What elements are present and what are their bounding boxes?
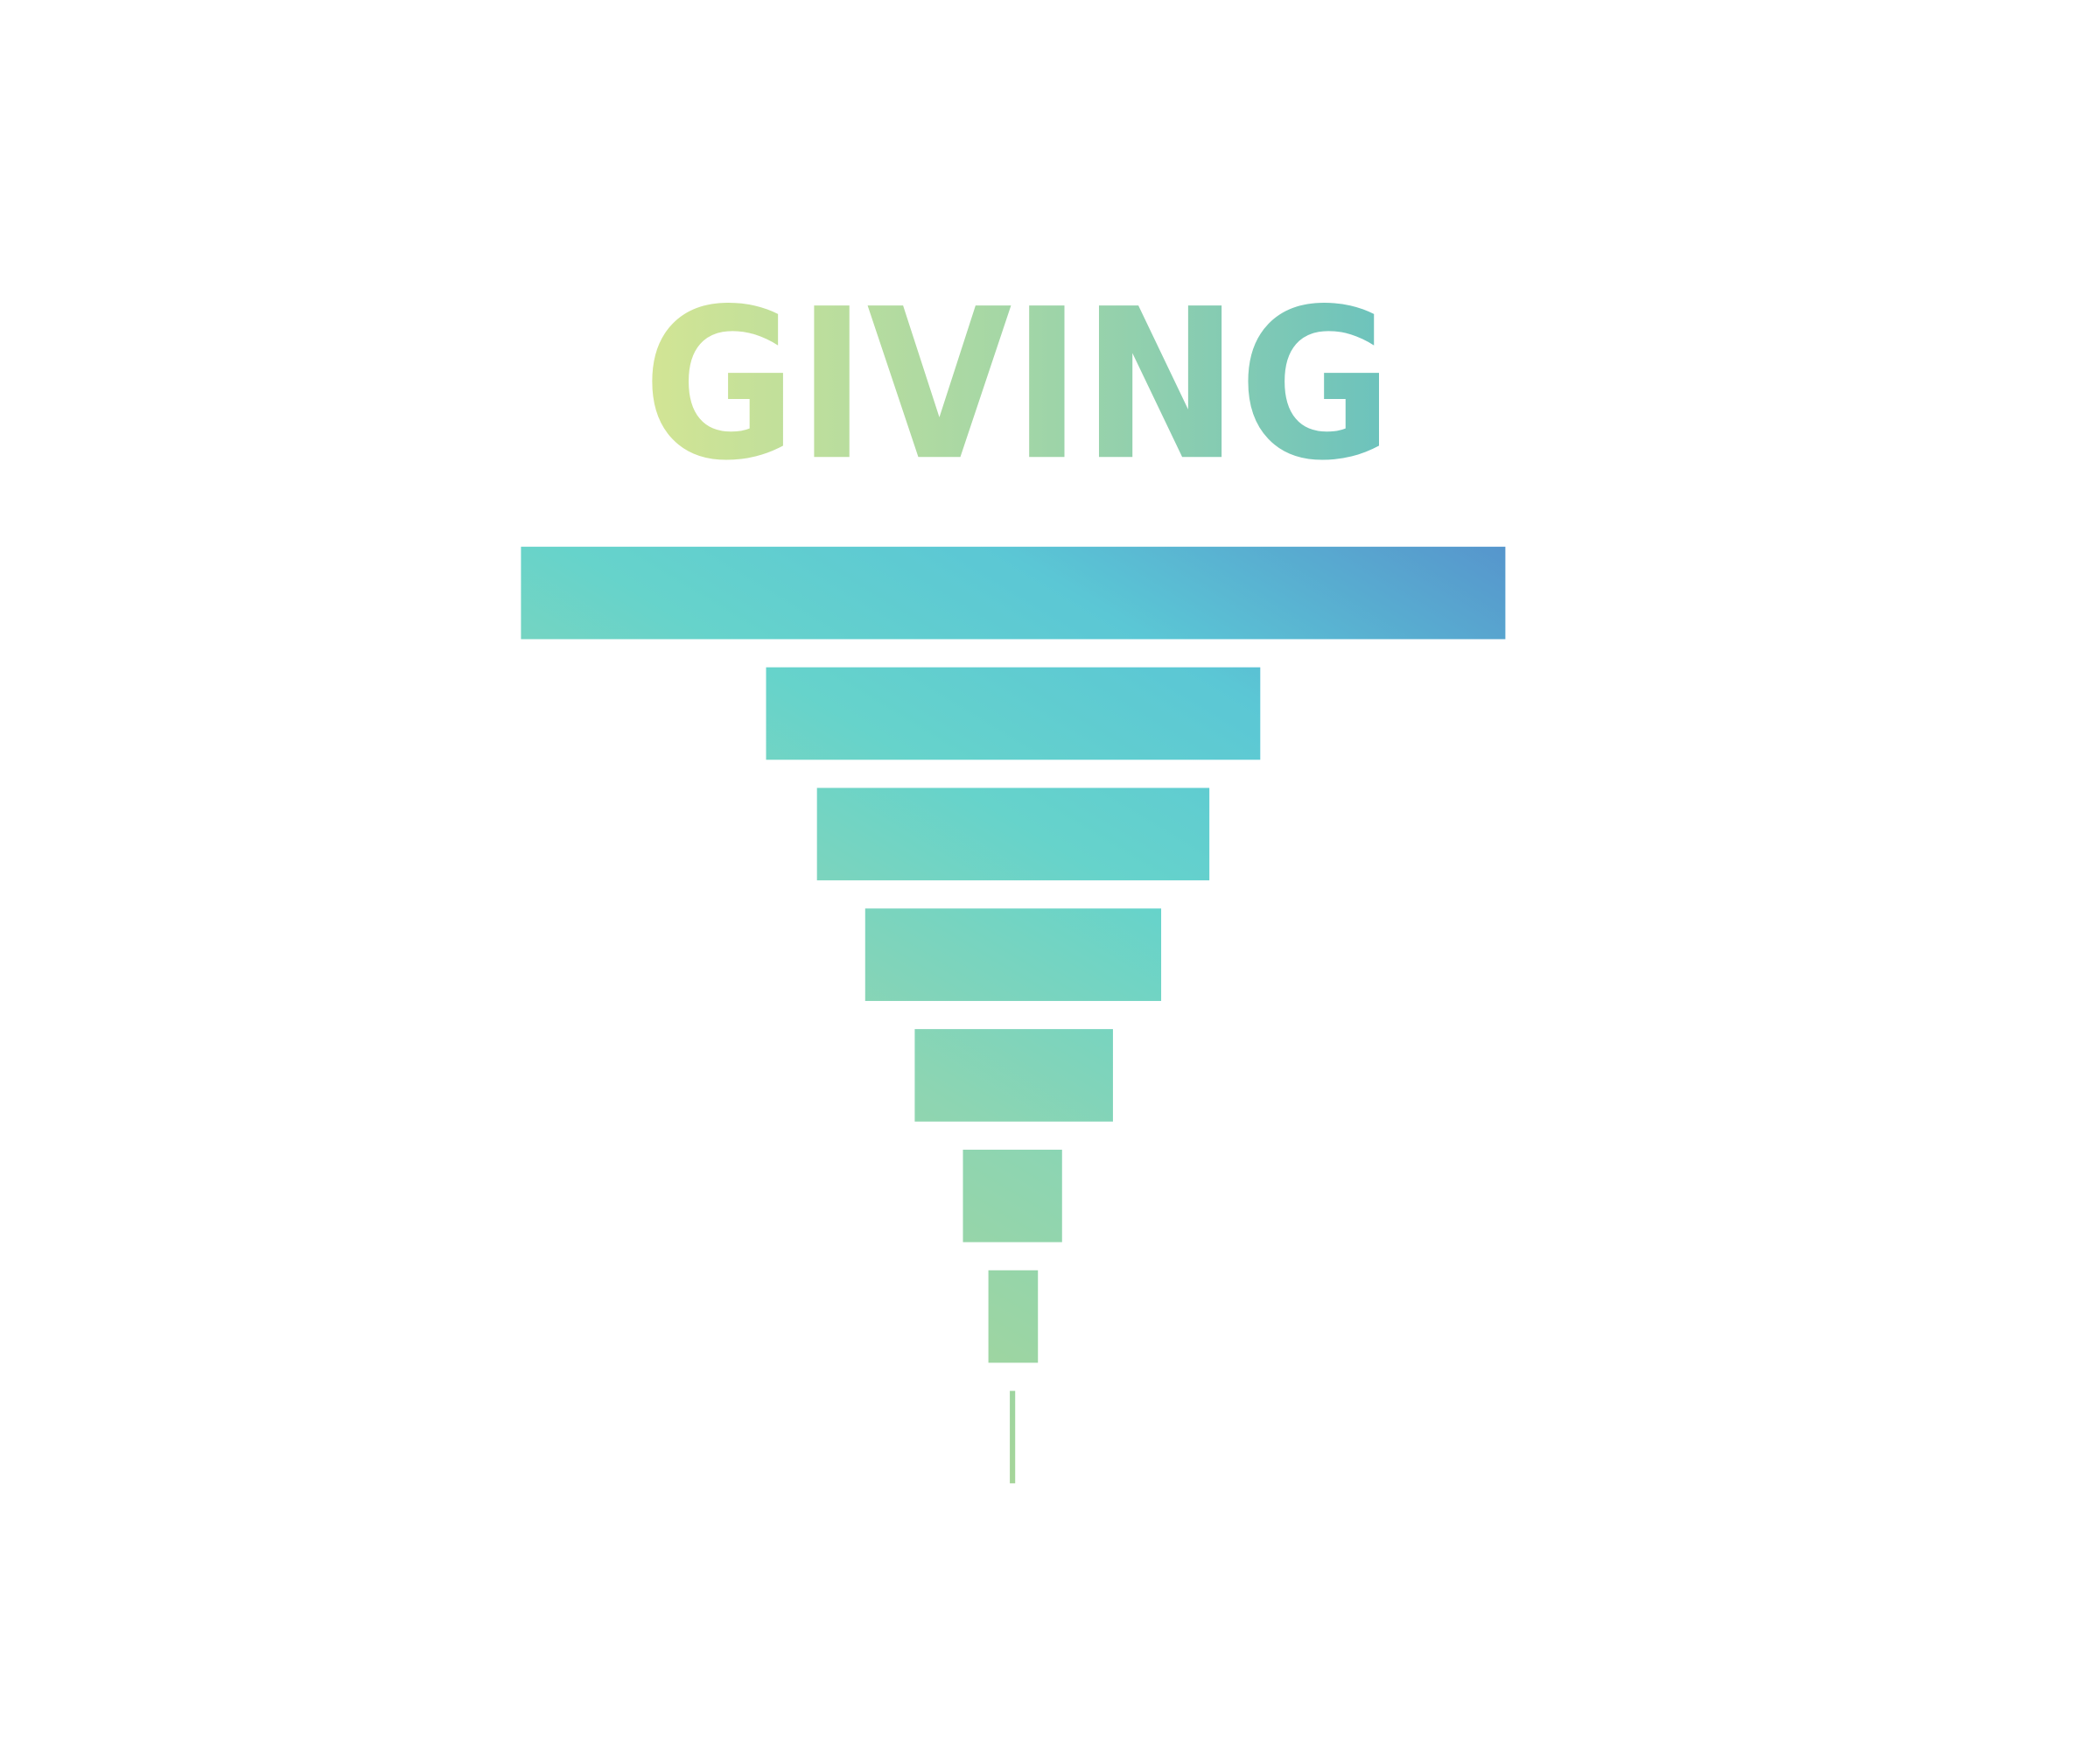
funnel-bar — [1010, 1390, 1016, 1484]
funnel-bar — [766, 667, 1261, 760]
funnel — [521, 546, 1506, 1484]
funnel-bar — [816, 788, 1210, 881]
title: GIVING — [643, 264, 1393, 506]
funnel-bar — [521, 546, 1506, 640]
funnel-bar — [914, 1029, 1113, 1122]
funnel-bar — [962, 1149, 1062, 1242]
funnel-bar — [988, 1270, 1039, 1363]
funnel-bar — [864, 908, 1162, 1001]
